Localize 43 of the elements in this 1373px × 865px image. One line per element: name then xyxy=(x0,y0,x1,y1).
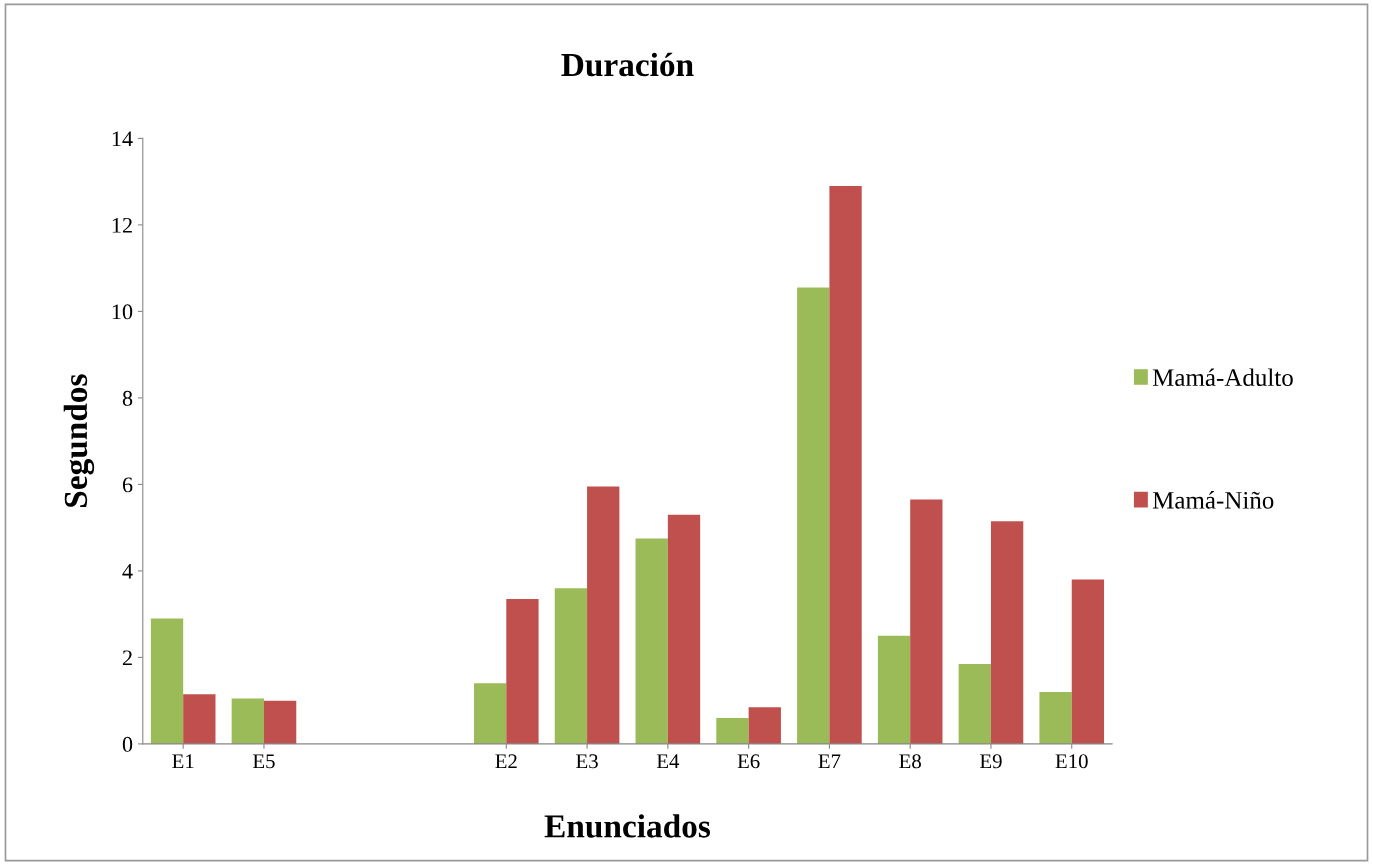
x-tick-label: E8 xyxy=(899,754,921,769)
bar xyxy=(183,694,216,744)
x-tick-label: E9 xyxy=(979,754,1002,769)
y-axis-title: Segundos xyxy=(63,374,95,507)
legend-label: Mamá-Adulto xyxy=(1152,368,1293,387)
bar xyxy=(829,185,862,744)
bar xyxy=(1039,692,1072,744)
bar xyxy=(506,599,539,744)
x-tick-label: E10 xyxy=(1055,754,1088,769)
x-tick-label: E3 xyxy=(576,754,598,769)
bar xyxy=(1071,579,1105,744)
y-tick-label: 4 xyxy=(122,563,133,579)
bar xyxy=(877,635,911,744)
x-tick-label: E4 xyxy=(656,754,680,769)
x-tick-label: E6 xyxy=(737,754,760,769)
chart-title: Duración xyxy=(561,52,694,77)
bar xyxy=(635,538,668,744)
bar xyxy=(748,707,781,744)
bar xyxy=(231,698,264,744)
y-tick-label: 6 xyxy=(122,477,133,493)
y-tick-label: 0 xyxy=(122,736,133,752)
bar xyxy=(910,499,943,744)
legend-label: Mamá-Niño xyxy=(1152,491,1274,509)
bar xyxy=(990,521,1024,744)
x-tick-label: E2 xyxy=(495,754,517,769)
y-tick-label: 14 xyxy=(112,131,133,147)
x-tick-label: E1 xyxy=(172,754,194,769)
x-tick-label: E7 xyxy=(818,754,841,769)
bar xyxy=(667,514,701,744)
bar xyxy=(554,588,588,744)
x-axis-title: Enunciados xyxy=(544,814,711,838)
bar xyxy=(473,683,507,744)
bar xyxy=(958,663,991,744)
bar xyxy=(263,700,297,744)
x-tick-label: E5 xyxy=(252,754,275,769)
bar xyxy=(716,717,749,744)
bar xyxy=(587,486,620,744)
y-tick-label: 2 xyxy=(122,650,132,666)
bar xyxy=(150,618,184,744)
bar xyxy=(797,287,830,744)
y-tick-label: 12 xyxy=(112,217,132,233)
y-tick-label: 8 xyxy=(122,390,133,406)
y-tick-label: 10 xyxy=(112,304,133,320)
